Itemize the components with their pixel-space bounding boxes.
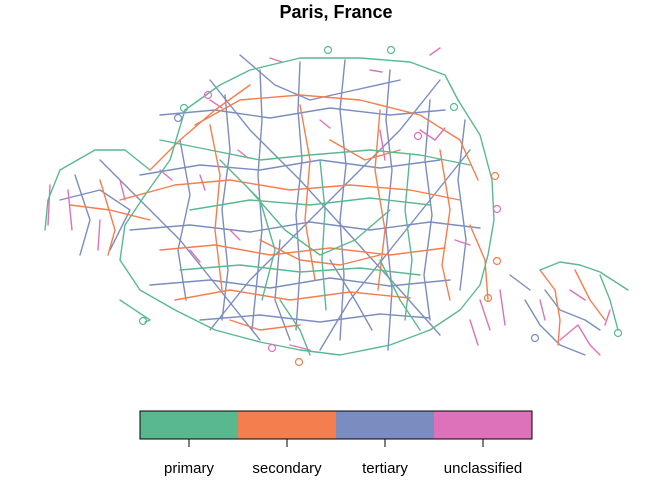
legend-label-tertiary: tertiary xyxy=(362,460,408,477)
road-network xyxy=(44,45,629,367)
legend-ticks xyxy=(188,439,484,447)
legend-swatch-tertiary xyxy=(336,411,434,439)
legend-label-primary: primary xyxy=(163,460,215,477)
legend-color-bar xyxy=(139,410,533,447)
legend-swatch-primary xyxy=(140,411,238,439)
unclassified-roads xyxy=(47,47,611,356)
tertiary-roads xyxy=(59,54,601,356)
primary-roads xyxy=(44,57,629,356)
map-title: Paris, France xyxy=(279,2,393,22)
legend-label-unclassified: unclassified xyxy=(443,460,523,477)
secondary-roads xyxy=(69,84,606,346)
legend-swatch-unclassified xyxy=(434,411,532,439)
legend-swatch-secondary xyxy=(238,411,336,439)
legend-label-secondary: secondary xyxy=(252,460,322,477)
legend-frame xyxy=(139,410,533,440)
road-end-markers xyxy=(138,45,623,367)
